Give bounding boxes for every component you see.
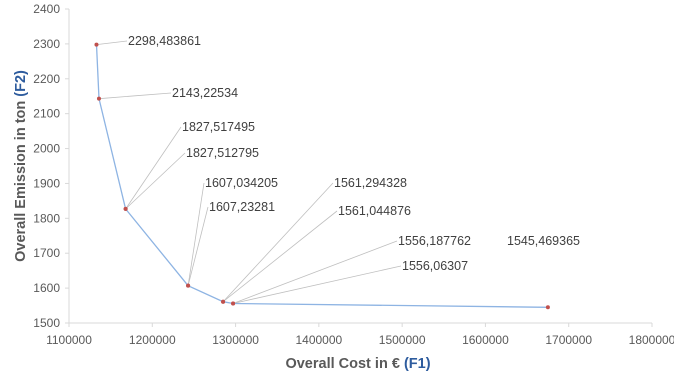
y-tick-label: 2000 xyxy=(33,142,60,156)
y-tick-label: 1700 xyxy=(33,246,60,260)
data-label: 1561,294328 xyxy=(334,176,407,190)
x-tick-label: 1700000 xyxy=(545,333,592,347)
data-label-leader-line xyxy=(222,182,334,302)
data-label-leader-line xyxy=(187,182,205,286)
data-label-leader-line xyxy=(125,126,182,210)
data-label-leader-line xyxy=(98,92,172,100)
data-label: 1556,06307 xyxy=(402,259,468,273)
leader-lines xyxy=(96,40,402,304)
data-label: 1827,512795 xyxy=(186,146,259,160)
x-tick-label: 1300000 xyxy=(212,333,259,347)
x-axis-title-text: Overall Cost in € xyxy=(285,356,399,372)
y-tick-label: 2300 xyxy=(33,37,60,51)
data-point-marker xyxy=(123,206,128,211)
y-axis-title: Overall Emission in ton (F2) xyxy=(13,70,29,262)
x-tick-label: 1400000 xyxy=(295,333,342,347)
data-label-leader-line xyxy=(187,206,209,286)
y-tick-label: 2100 xyxy=(33,107,60,121)
data-label: 1561,044876 xyxy=(338,204,411,218)
data-label: 1556,187762 xyxy=(398,234,471,248)
data-label: 1545,469365 xyxy=(507,234,580,248)
data-point-marker xyxy=(94,42,99,47)
y-tick-label: 1600 xyxy=(33,281,60,295)
data-label: 2298,483861 xyxy=(128,34,201,48)
x-axis-title: Overall Cost in € (F1) xyxy=(285,356,430,372)
data-label-leader-line xyxy=(222,210,338,303)
x-tick-label: 1100000 xyxy=(46,333,92,347)
series xyxy=(94,42,550,310)
data-label: 1607,23281 xyxy=(209,200,275,214)
y-tick-label: 1900 xyxy=(33,176,60,190)
x-tick-label: 1800000 xyxy=(629,333,674,347)
data-point-marker xyxy=(231,301,236,306)
data-label-leader-line xyxy=(96,40,128,45)
y-axis-title-text: Overall Emission in ton xyxy=(13,101,29,262)
data-point-marker xyxy=(221,299,226,304)
x-tick-label: 1600000 xyxy=(462,333,509,347)
data-label: 1827,517495 xyxy=(182,120,255,134)
y-tick-label: 1500 xyxy=(33,316,60,330)
data-point-marker xyxy=(545,305,550,310)
y-tick-label: 2400 xyxy=(33,2,60,16)
y-axis-title-tag: (F2) xyxy=(13,70,29,97)
axes: 1100000 1200000 1300000 1400000 1500000 16000… xyxy=(33,2,674,347)
pareto-front-line xyxy=(95,44,548,308)
data-label: 2143,22534 xyxy=(172,86,238,100)
data-point-marker xyxy=(96,96,101,101)
y-tick-label: 1800 xyxy=(33,211,60,225)
data-label: 1607,034205 xyxy=(205,176,278,190)
x-tick-label: 1200000 xyxy=(129,333,176,347)
data-label-leader-line xyxy=(232,240,398,304)
y-tick-label: 2200 xyxy=(33,72,60,86)
data-label-leader-line xyxy=(232,265,402,304)
x-tick-label: 1500000 xyxy=(379,333,426,347)
x-axis-title-tag: (F1) xyxy=(404,356,431,372)
data-label-leader-line xyxy=(125,152,186,210)
data-labels: 2298,483861 2143,22534 1827,517495 1827,512… xyxy=(128,34,580,273)
data-point-marker xyxy=(186,283,191,288)
